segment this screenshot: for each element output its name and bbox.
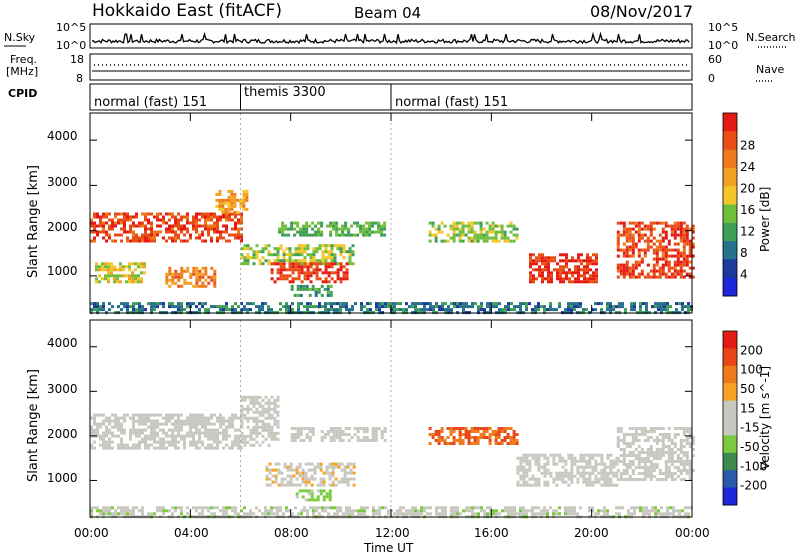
xtick-0: 00:00 (74, 526, 109, 540)
power-colorbar-swatch (723, 186, 737, 205)
power-colorbar-swatch (723, 222, 737, 242)
power-colorbar-tick: 4 (740, 267, 748, 281)
power-echo-region (95, 262, 146, 284)
power-ytick-3000: 3000 (47, 175, 78, 189)
velocity-colorbar-tick: -200 (740, 479, 767, 493)
power-echo-region (428, 221, 519, 243)
power-echo-region (529, 253, 598, 284)
cpid-label: CPID (8, 87, 38, 100)
power-colorbar-swatch (723, 149, 737, 169)
cpid-segment-1: normal (fast) 151 (94, 95, 208, 110)
velocity-echo-region (516, 453, 619, 487)
beam-title: Beam 04 (354, 4, 422, 22)
velocity-colorbar-swatch (723, 435, 737, 454)
velocity-colorbar-swatch (723, 348, 737, 367)
velocity-ytick-2000: 2000 (47, 427, 78, 441)
freq-right-tick-top: 60 (708, 53, 722, 66)
velocity-colorbar-tick: -100 (740, 459, 767, 473)
power-colorbar-swatch (723, 113, 737, 132)
power-echo-region (165, 266, 217, 288)
velocity-colorbar-tick: 200 (740, 343, 763, 357)
power-colorbar-swatch (723, 204, 737, 224)
power-colorbar-swatch (723, 131, 737, 151)
freq-panel-frame (89, 53, 693, 81)
freq-left-tick-top: 18 (70, 53, 84, 66)
noise-right-tick-bottom: 10^0 (708, 39, 739, 52)
freq-left-tick-bottom: 8 (76, 72, 83, 85)
velocity-colorbar-tick: -15 (740, 421, 760, 435)
date-title: 08/Nov/2017 (590, 2, 694, 21)
power-colorbar-tick: 16 (740, 203, 755, 217)
xtick-6: 00:00 (675, 526, 710, 540)
velocity-echo-region (240, 395, 280, 447)
velocity-ytick-3000: 3000 (47, 382, 78, 396)
noise-sky-trace (91, 31, 690, 45)
power-echo-region (240, 244, 355, 266)
nave-label: Nave (756, 63, 785, 76)
noise-search-label: N.Search (746, 31, 796, 44)
velocity-colorbar-frame (722, 330, 738, 506)
velocity-colorbar-swatch (723, 470, 737, 489)
velocity-colorbar-swatch (723, 487, 737, 506)
power-colorbar-swatch (723, 241, 737, 260)
power-ytick-1000: 1000 (47, 264, 78, 278)
velocity-echo-region (616, 427, 695, 481)
power-ytick-2000: 2000 (47, 220, 78, 234)
noise-left-tick-top: 10^5 (56, 21, 87, 34)
velocity-colorbar-tick: -50 (740, 440, 760, 454)
velocity-colorbar-swatch (723, 365, 737, 384)
power-echo-region (270, 262, 349, 284)
power-colorbar-frame (722, 112, 738, 297)
velocity-echo-region (290, 427, 387, 442)
power-colorbar-tick: 28 (740, 138, 755, 152)
velocity-ytick-1000: 1000 (47, 471, 78, 485)
cpid-segment-3: normal (fast) 151 (395, 95, 509, 110)
xtick-1: 04:00 (174, 526, 209, 540)
velocity-colorbar-swatch (723, 418, 737, 436)
station-title: Hokkaido East (fitACF) (92, 1, 283, 21)
power-colorbar-tick: 8 (740, 246, 748, 260)
velocity-colorbar-swatch (723, 331, 737, 349)
power-echo-region (278, 221, 387, 237)
xaxis-label: Time UT (364, 541, 414, 555)
velocity-colorbar-tick: 100 (740, 363, 763, 377)
xtick-4: 16:00 (474, 526, 509, 540)
xtick-5: 20:00 (574, 526, 609, 540)
power-colorbar-swatch (723, 259, 737, 279)
velocity-colorbar-swatch (723, 400, 737, 419)
velocity-panel-frame (89, 319, 693, 518)
xtick-3: 12:00 (375, 526, 410, 540)
power-echo-region (215, 189, 249, 214)
freq-label-line1: Freq. (10, 53, 38, 66)
noise-right-tick-top: 10^5 (708, 21, 739, 34)
velocity-colorbar-tick: 15 (740, 401, 755, 415)
velocity-echo-region (90, 413, 243, 450)
velocity-echo-region (428, 427, 519, 445)
xtick-2: 08:00 (274, 526, 309, 540)
power-colorbar-swatch (723, 277, 737, 297)
velocity-echo-region (295, 489, 332, 502)
power-colorbar-swatch (723, 167, 737, 187)
velocity-colorbar-swatch (723, 383, 737, 402)
freq-label-line2: [MHz] (6, 65, 39, 78)
power-colorbar-tick: 20 (740, 181, 755, 195)
power-colorbar-tick: 12 (740, 224, 755, 238)
velocity-colorbar-swatch (723, 452, 737, 471)
noise-panel-frame (89, 23, 693, 49)
power-echo-region (616, 221, 695, 279)
velocity-ytick-4000: 4000 (47, 336, 78, 350)
power-colorbar-tick: 24 (740, 160, 755, 174)
power-echo-region (290, 284, 333, 297)
noise-sky-label: N.Sky (4, 31, 36, 44)
cpid-segment-2: themis 3300 (244, 85, 326, 100)
noise-left-tick-bottom: 10^0 (56, 39, 87, 52)
velocity-colorbar-tick: 50 (740, 382, 755, 396)
power-echo-region (90, 212, 243, 243)
velocity-echo-region (265, 462, 356, 487)
power-ytick-4000: 4000 (47, 129, 78, 143)
freq-right-tick-bottom: 0 (708, 72, 715, 85)
